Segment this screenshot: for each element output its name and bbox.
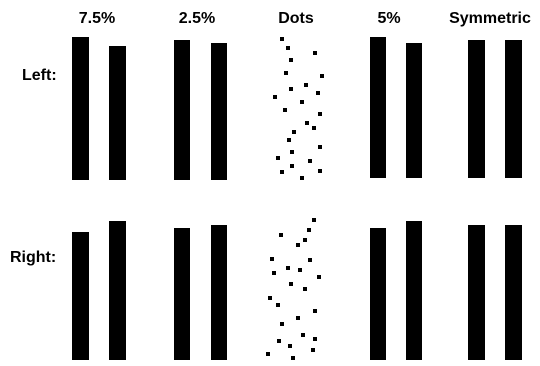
right-symmetric-bar-b	[505, 225, 522, 360]
dot	[307, 228, 311, 232]
dot	[286, 266, 290, 270]
dot	[288, 344, 292, 348]
dot	[266, 352, 270, 356]
right-dots-cluster	[266, 218, 321, 360]
dot	[276, 303, 280, 307]
dot	[270, 257, 274, 261]
column-header-2-5-percent: 2.5%	[179, 10, 215, 27]
dot	[292, 130, 296, 134]
right-2-5-bar-a	[174, 228, 190, 360]
dot	[280, 170, 284, 174]
dot	[313, 309, 317, 313]
dot	[284, 71, 288, 75]
dot	[276, 156, 280, 160]
right-2-5-bar-b	[211, 225, 227, 360]
dot	[272, 271, 276, 275]
dot	[303, 287, 307, 291]
dot	[308, 159, 312, 163]
dot	[317, 275, 321, 279]
dot	[277, 339, 281, 343]
row-header-left: Left:	[22, 67, 57, 84]
dot	[289, 87, 293, 91]
dot	[280, 322, 284, 326]
dot	[290, 164, 294, 168]
dot	[313, 337, 317, 341]
dot	[300, 100, 304, 104]
right-5-bar-a	[370, 228, 386, 360]
dot	[311, 348, 315, 352]
column-header-dots: Dots	[278, 10, 314, 27]
dot	[298, 268, 302, 272]
column-header-7-5-percent: 7.5%	[79, 10, 115, 27]
right-symmetric-bar-a	[468, 225, 485, 360]
column-header-symmetric: Symmetric	[449, 10, 531, 27]
dot	[313, 51, 317, 55]
left-symmetric-bar-a	[468, 40, 485, 178]
dot	[290, 150, 294, 154]
left-dots-cluster	[273, 37, 324, 180]
left-symmetric-bar-b	[505, 40, 522, 178]
row-header-right: Right:	[10, 249, 56, 266]
left-2-5-bar-b	[211, 43, 227, 180]
right-7-5-bar-b	[109, 221, 126, 360]
dot	[304, 83, 308, 87]
dot	[303, 238, 307, 242]
dot	[268, 296, 272, 300]
column-header-5-percent: 5%	[377, 10, 400, 27]
dot	[291, 356, 295, 360]
dot	[296, 243, 300, 247]
left-5-bar-b	[406, 43, 422, 178]
dot	[279, 233, 283, 237]
dot	[301, 333, 305, 337]
dot	[312, 218, 316, 222]
dot	[283, 108, 287, 112]
dot	[308, 258, 312, 262]
dot	[280, 37, 284, 41]
left-5-bar-a	[370, 37, 386, 178]
dot	[320, 74, 324, 78]
dot	[289, 58, 293, 62]
dot	[316, 91, 320, 95]
right-5-bar-b	[406, 221, 422, 360]
dot	[318, 169, 322, 173]
left-7-5-bar-a	[72, 37, 89, 180]
left-2-5-bar-a	[174, 40, 190, 180]
dot	[287, 138, 291, 142]
dot	[312, 126, 316, 130]
dot	[273, 95, 277, 99]
dot	[286, 46, 290, 50]
dot	[296, 316, 300, 320]
dot	[300, 176, 304, 180]
dot	[318, 112, 322, 116]
left-7-5-bar-b	[109, 46, 126, 180]
right-7-5-bar-a	[72, 232, 89, 360]
dot	[318, 145, 322, 149]
dot	[289, 282, 293, 286]
dot	[305, 121, 309, 125]
